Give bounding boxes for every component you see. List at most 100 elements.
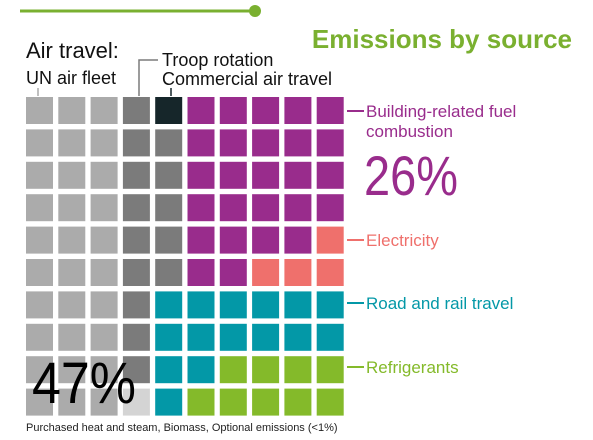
waffle-cell-un-fleet [90, 356, 118, 384]
waffle-cell-un-fleet [90, 323, 118, 351]
building-label-line1: Building-related fuel [366, 102, 516, 121]
waffle-cell-un-fleet [90, 259, 118, 286]
waffle-cell-building [252, 97, 280, 124]
building-percent: 26% [364, 144, 458, 207]
waffle-cell-un-fleet [58, 356, 86, 384]
waffle-cell-troop-rotation [155, 194, 183, 222]
waffle-cell-road-rail [252, 291, 280, 319]
waffle-cell-un-fleet [58, 194, 86, 222]
waffle-cell-building [316, 97, 344, 124]
waffle-cell-troop-rotation [122, 129, 150, 157]
waffle-cell-troop-rotation [155, 259, 183, 286]
waffle-cell-refrigerants [252, 388, 280, 416]
waffle-cell-un-fleet [58, 259, 86, 286]
waffle-cell-un-fleet [26, 129, 53, 157]
waffle-cell-un-fleet [90, 226, 118, 254]
waffle-cell-electricity [252, 259, 280, 286]
waffle-cell-building [316, 161, 344, 189]
waffle-cell-building [252, 226, 280, 254]
waffle-cell-electricity [316, 226, 344, 254]
waffle-cell-building [219, 97, 247, 124]
road-rail-label: Road and rail travel [366, 294, 513, 313]
waffle-cell-building [219, 194, 247, 222]
waffle-cell-refrigerants [316, 388, 344, 416]
waffle-cell-un-fleet [26, 356, 53, 384]
waffle-cell-troop-rotation [122, 226, 150, 254]
air-percent: 47% [32, 351, 136, 416]
waffle-cell-un-fleet [26, 226, 53, 254]
waffle-cell-troop-rotation [122, 194, 150, 222]
waffle-cell-un-fleet [90, 97, 118, 124]
chart-title: Emissions by source [312, 24, 572, 54]
waffle-cell-road-rail [155, 291, 183, 319]
building-label-line2: combustion [366, 122, 453, 141]
waffle-cell-road-rail [187, 291, 215, 319]
waffle-cell-road-rail [155, 323, 183, 351]
waffle-cell-un-fleet [26, 161, 53, 189]
waffle-cell-un-fleet [26, 291, 53, 319]
waffle-cell-road-rail [284, 323, 312, 351]
waffle-cell-un-fleet [90, 194, 118, 222]
waffle-cell-road-rail [316, 323, 344, 351]
waffle-cell-road-rail [219, 291, 247, 319]
waffle-cell-building [187, 226, 215, 254]
waffle-cell-road-rail [155, 388, 183, 416]
waffle-cells [26, 97, 344, 416]
footnote: Purchased heat and steam, Biomass, Optio… [26, 422, 338, 434]
waffle-cell-troop-rotation [122, 97, 150, 124]
waffle-cell-troop-rotation [122, 291, 150, 319]
un-fleet-label: UN air fleet [26, 68, 116, 88]
waffle-cell-un-fleet [58, 226, 86, 254]
waffle-cell-building [187, 97, 215, 124]
waffle-cell-building [219, 161, 247, 189]
title-accent-dot [249, 5, 261, 17]
commercial-label: Commercial air travel [162, 69, 332, 89]
waffle-cell-troop-rotation [155, 129, 183, 157]
waffle-cell-road-rail [316, 291, 344, 319]
waffle-cell-un-fleet [58, 129, 86, 157]
waffle-cell-un-fleet [58, 291, 86, 319]
waffle-cell-building [219, 129, 247, 157]
refrigerants-label: Refrigerants [366, 358, 459, 377]
waffle-cell-electricity [316, 259, 344, 286]
waffle-cell-un-fleet [58, 161, 86, 189]
waffle-cell-un-fleet [90, 388, 118, 416]
waffle-cell-building [187, 129, 215, 157]
waffle-cell-un-fleet [58, 97, 86, 124]
waffle-cell-road-rail [155, 356, 183, 384]
waffle-cell-building [284, 226, 312, 254]
waffle-cell-troop-rotation [122, 259, 150, 286]
waffle-cell-un-fleet [26, 97, 53, 124]
waffle-cell-building [252, 161, 280, 189]
waffle-cell-building [284, 129, 312, 157]
waffle-cell-building [187, 259, 215, 286]
waffle-cell-un-fleet [90, 161, 118, 189]
waffle-cell-un-fleet [90, 129, 118, 157]
waffle-cell-building [284, 97, 312, 124]
waffle-cell-building [252, 129, 280, 157]
waffle-cell-troop-rotation [155, 226, 183, 254]
waffle-cell-commercial [155, 97, 183, 124]
waffle-cell-road-rail [219, 323, 247, 351]
troop-rotation-leader [138, 59, 158, 96]
waffle-cell-road-rail [187, 323, 215, 351]
waffle-cell-building [316, 194, 344, 222]
waffle-cell-electricity [284, 259, 312, 286]
air-travel-label: Air travel: [26, 38, 119, 63]
electricity-label: Electricity [366, 231, 439, 250]
waffle-cell-building [284, 161, 312, 189]
waffle-cell-un-fleet [26, 259, 53, 286]
waffle-cell-un-fleet [58, 388, 86, 416]
waffle-cell-building [284, 194, 312, 222]
waffle-cell-other [122, 388, 150, 416]
waffle-cell-building [187, 194, 215, 222]
waffle-cell-refrigerants [284, 388, 312, 416]
waffle-cell-road-rail [187, 356, 215, 384]
waffle-cell-un-fleet [90, 291, 118, 319]
waffle-cell-building [252, 194, 280, 222]
waffle-cell-refrigerants [316, 356, 344, 384]
waffle-cell-building [219, 259, 247, 286]
waffle-cell-building [316, 129, 344, 157]
waffle-cell-un-fleet [26, 194, 53, 222]
